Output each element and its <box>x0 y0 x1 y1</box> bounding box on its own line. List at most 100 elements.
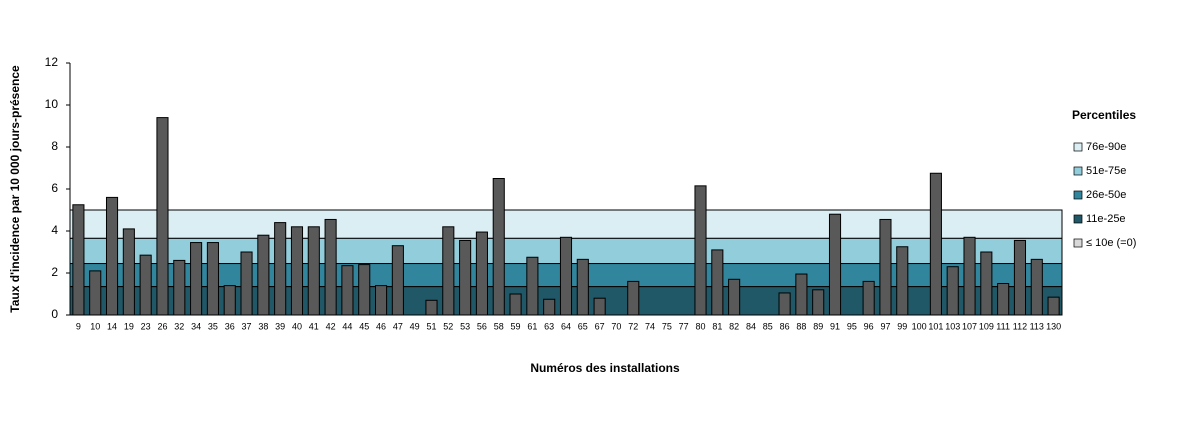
x-tick-label: 96 <box>864 321 874 331</box>
bar <box>559 236 573 316</box>
x-tick-label: 23 <box>141 321 151 331</box>
bar <box>139 254 152 316</box>
bar <box>1030 258 1043 316</box>
bar <box>929 172 942 316</box>
bar <box>778 292 791 316</box>
x-tick-label: 40 <box>292 321 302 331</box>
legend-label: ≤ 10e (=0) <box>1086 237 1136 249</box>
x-tick-label: 113 <box>1030 321 1044 331</box>
bar <box>828 213 842 316</box>
x-tick-label: 63 <box>544 321 554 331</box>
x-tick-label: 111 <box>996 321 1010 331</box>
x-tick-label: 39 <box>275 321 285 331</box>
bar <box>459 239 472 316</box>
x-tick-label: 75 <box>662 321 672 331</box>
x-tick-label: 86 <box>780 321 790 331</box>
x-tick-label: 58 <box>494 321 504 331</box>
bar <box>896 246 909 316</box>
x-tick-label: 26 <box>157 321 167 331</box>
x-tick-label: 56 <box>477 321 487 331</box>
x-tick-label: 37 <box>242 321 252 331</box>
bar <box>290 226 304 316</box>
bar <box>307 226 320 316</box>
bar <box>89 270 102 316</box>
x-tick-label: 44 <box>342 321 352 331</box>
x-tick-label: 81 <box>712 321 722 331</box>
legend-swatch <box>1073 166 1083 176</box>
x-tick-label: 84 <box>746 321 756 331</box>
x-tick-label: 42 <box>326 321 336 331</box>
bar <box>206 242 219 316</box>
x-tick-label: 46 <box>376 321 386 331</box>
x-axis-title: Numéros des installations <box>530 361 680 375</box>
x-tick-label: 61 <box>527 321 537 331</box>
x-tick-label: 88 <box>796 321 806 331</box>
x-tick-label: 85 <box>763 321 773 331</box>
x-tick-label: 95 <box>847 321 857 331</box>
y-tick-label: 10 <box>45 97 59 111</box>
bar <box>257 234 270 316</box>
bar <box>879 218 892 316</box>
x-tick-label: 70 <box>611 321 621 331</box>
bar <box>509 293 522 316</box>
bar <box>728 278 741 316</box>
bar <box>223 285 236 316</box>
x-tick-label: 82 <box>729 321 739 331</box>
x-tick-label: 91 <box>830 321 840 331</box>
bar <box>1047 296 1060 316</box>
bar <box>526 256 539 316</box>
y-tick-label: 6 <box>51 181 58 195</box>
x-tick-label: 32 <box>174 321 184 331</box>
x-tick-label: 9 <box>76 321 81 331</box>
bar <box>980 251 993 316</box>
bar <box>963 236 976 316</box>
bar <box>391 245 404 316</box>
x-tick-label: 67 <box>595 321 605 331</box>
x-tick-label: 130 <box>1046 321 1061 331</box>
x-tick-label: 89 <box>813 321 823 331</box>
y-tick-label: 4 <box>51 223 58 237</box>
x-tick-label: 19 <box>124 321 134 331</box>
bar <box>324 218 337 316</box>
bar <box>173 259 186 316</box>
x-tick-label: 51 <box>426 321 436 331</box>
legend-swatch <box>1073 214 1083 224</box>
bar <box>240 251 253 316</box>
bar <box>694 185 707 316</box>
bar <box>862 280 875 316</box>
bar <box>156 117 169 316</box>
x-tick-label: 47 <box>393 321 403 331</box>
bar <box>492 178 505 316</box>
x-tick-label: 80 <box>696 321 706 331</box>
x-tick-label: 35 <box>208 321 218 331</box>
bar <box>475 231 488 316</box>
x-tick-label: 49 <box>410 321 420 331</box>
bar <box>442 226 455 316</box>
x-tick-label: 36 <box>225 321 235 331</box>
bar <box>341 265 354 316</box>
bar <box>795 273 808 316</box>
x-tick-label: 64 <box>561 321 571 331</box>
x-tick-label: 65 <box>578 321 588 331</box>
bar <box>812 289 825 316</box>
x-tick-label: 72 <box>628 321 638 331</box>
bar <box>593 297 606 316</box>
y-tick-label: 0 <box>51 307 58 321</box>
y-tick-label: 2 <box>51 265 58 279</box>
x-tick-label: 103 <box>945 321 960 331</box>
y-axis-title: Taux d'incidence par 10 000 jours-présen… <box>8 65 22 313</box>
bar <box>105 196 119 316</box>
bar <box>946 266 959 316</box>
x-tick-label: 52 <box>443 321 453 331</box>
bar <box>997 283 1010 316</box>
bar <box>1013 239 1027 316</box>
legend-title: Percentiles <box>1072 108 1136 122</box>
x-tick-label: 38 <box>258 321 268 331</box>
x-tick-label: 41 <box>309 321 319 331</box>
x-tick-label: 100 <box>912 321 927 331</box>
x-tick-label: 53 <box>460 321 470 331</box>
bar <box>627 280 640 316</box>
bar <box>711 249 724 316</box>
legend-swatch <box>1073 190 1083 200</box>
bar <box>358 264 371 316</box>
